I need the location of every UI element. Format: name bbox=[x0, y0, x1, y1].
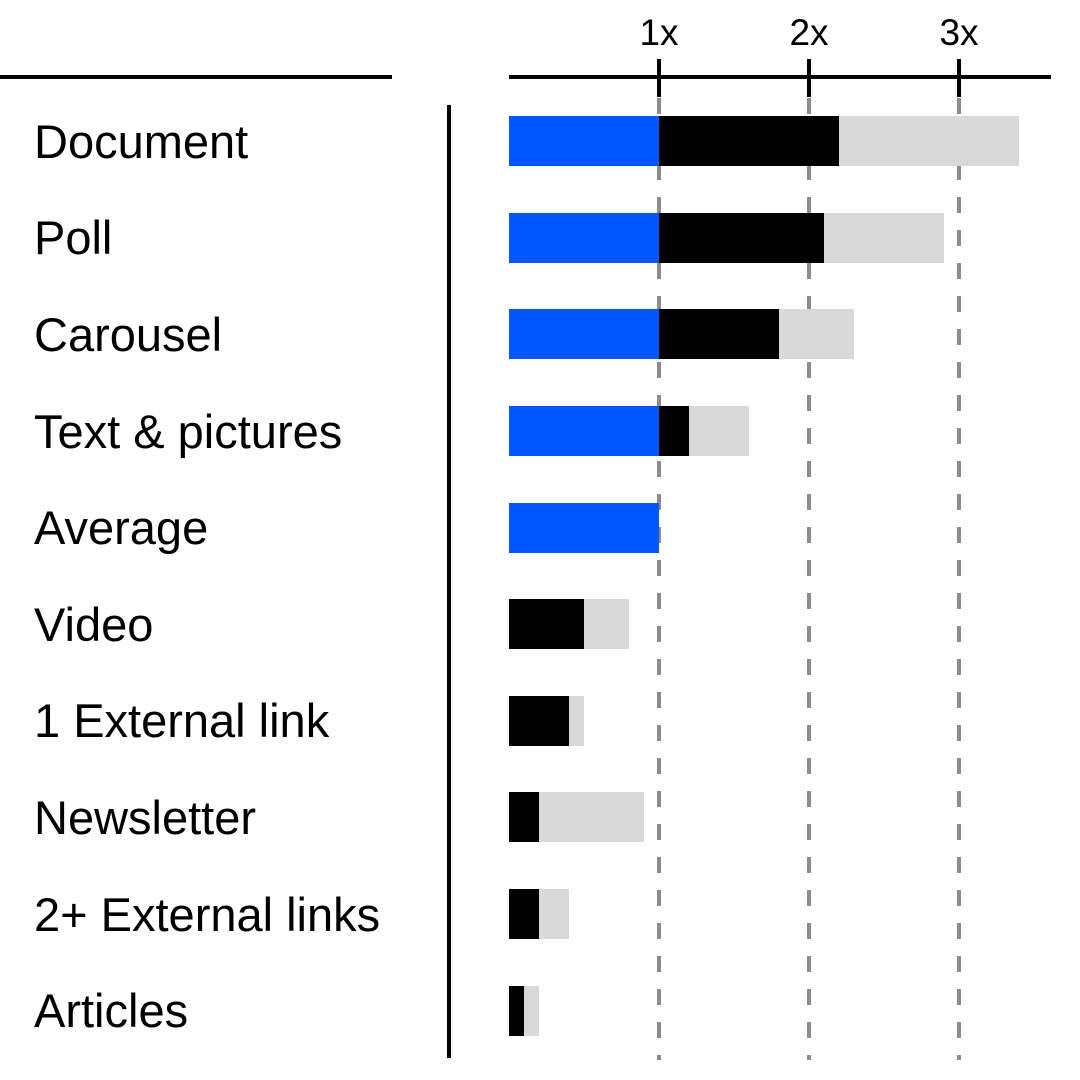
x-axis-tick-2x bbox=[807, 59, 811, 97]
bar-segment-average-blue bbox=[509, 309, 659, 360]
bar-segment-median-black bbox=[509, 985, 524, 1036]
bar-segment-median-black bbox=[509, 599, 584, 650]
bar-segment-top-gray bbox=[584, 599, 629, 650]
gridline-3x bbox=[957, 98, 961, 1060]
category-label: Text & pictures bbox=[34, 404, 343, 458]
bar-segment-top-gray bbox=[539, 792, 644, 843]
chart-rows: Document Poll Carousel Text & pictures Avera… bbox=[0, 93, 1080, 1059]
category-label: 1 External link bbox=[34, 694, 330, 748]
x-axis-line bbox=[509, 75, 1051, 79]
bar-segment-average-blue bbox=[509, 212, 659, 263]
stacked-bar bbox=[509, 502, 659, 553]
header-divider-line bbox=[0, 75, 392, 79]
stacked-bar bbox=[509, 695, 584, 746]
bar-segment-average-blue bbox=[509, 502, 659, 553]
chart-row: Carousel bbox=[0, 286, 1080, 383]
gridline-1x bbox=[657, 98, 661, 1060]
category-label: Poll bbox=[34, 211, 113, 265]
category-label: Articles bbox=[34, 984, 189, 1038]
category-label: Average bbox=[34, 501, 209, 555]
bar-segment-top-gray bbox=[524, 985, 539, 1036]
bar-segment-top-gray bbox=[824, 212, 944, 263]
stacked-bar bbox=[509, 212, 944, 263]
bar-segment-average-blue bbox=[509, 406, 659, 457]
x-axis-tick-label: 3x bbox=[939, 12, 979, 53]
bar-segment-top-gray bbox=[689, 406, 749, 457]
category-label: Carousel bbox=[34, 307, 223, 361]
stacked-bar bbox=[509, 792, 644, 843]
bar-segment-average-blue bbox=[509, 116, 659, 167]
x-axis-tick-label: 2x bbox=[789, 12, 829, 53]
bar-segment-median-black bbox=[659, 116, 839, 167]
bar-segment-top-gray bbox=[539, 889, 569, 940]
chart-row: Video bbox=[0, 576, 1080, 673]
stacked-bar bbox=[509, 889, 569, 940]
category-label: Document bbox=[34, 114, 249, 168]
chart-row: Document bbox=[0, 93, 1080, 190]
stacked-bar bbox=[509, 599, 629, 650]
stacked-bar bbox=[509, 309, 854, 360]
x-axis-tick-3x bbox=[957, 59, 961, 97]
bar-segment-top-gray bbox=[779, 309, 854, 360]
bar-segment-top-gray bbox=[569, 695, 584, 746]
chart-row: Articles bbox=[0, 962, 1080, 1059]
category-label: Newsletter bbox=[34, 790, 257, 844]
category-label: 2+ External links bbox=[34, 887, 381, 941]
bar-segment-median-black bbox=[509, 695, 569, 746]
gridline-2x bbox=[807, 98, 811, 1060]
y-axis-line bbox=[447, 105, 451, 1058]
chart-row: Newsletter bbox=[0, 769, 1080, 866]
chart-row: Text & pictures bbox=[0, 383, 1080, 480]
bar-segment-top-gray bbox=[839, 116, 1019, 167]
x-axis-tick-label: 1x bbox=[639, 12, 679, 53]
category-label: Video bbox=[34, 597, 154, 651]
stacked-bar bbox=[509, 406, 749, 457]
chart-row: Poll bbox=[0, 190, 1080, 287]
bar-segment-median-black bbox=[509, 792, 539, 843]
x-axis-tick-1x bbox=[657, 59, 661, 97]
chart-row: 2+ External links bbox=[0, 866, 1080, 963]
bar-segment-median-black bbox=[509, 889, 539, 940]
chart-row: 1 External link bbox=[0, 673, 1080, 770]
bar-segment-median-black bbox=[659, 212, 824, 263]
chart-row: Average bbox=[0, 479, 1080, 576]
stacked-bar bbox=[509, 116, 1019, 167]
bar-segment-median-black bbox=[659, 406, 689, 457]
stacked-bar bbox=[509, 985, 539, 1036]
bar-segment-median-black bbox=[659, 309, 779, 360]
